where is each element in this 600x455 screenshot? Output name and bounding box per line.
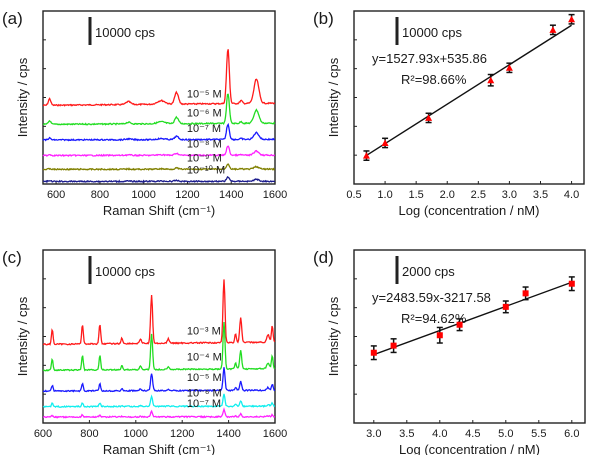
spectrum-line bbox=[42, 393, 276, 409]
scale-bar-label: 10000 cps bbox=[402, 25, 462, 40]
plot-frame bbox=[353, 249, 586, 424]
x-tick-label: 0.5 bbox=[346, 189, 361, 201]
x-tick-label: 1600 bbox=[263, 428, 287, 440]
spectrum-line bbox=[42, 367, 276, 393]
spectrum-line bbox=[42, 122, 275, 142]
series-label: 10⁻⁸ M bbox=[187, 139, 222, 151]
x-tick-label: 1400 bbox=[216, 428, 240, 440]
series-label: 10⁻⁶ M bbox=[187, 107, 222, 119]
panel-label: (c) bbox=[2, 248, 22, 267]
x-axis-label: Raman Shift (cm⁻¹) bbox=[103, 442, 215, 455]
fit-line bbox=[366, 24, 572, 157]
spectrum-line bbox=[42, 49, 276, 107]
x-tick-label: 1200 bbox=[175, 189, 199, 201]
series-label: 10⁻³ M bbox=[187, 325, 221, 337]
x-tick-label: 4.5 bbox=[465, 428, 480, 440]
x-tick-label: 1000 bbox=[124, 428, 148, 440]
panel-b: (b) 0.5 1.0 1.5 2.0 2.5 3.0 3.5 4.0 Log (concentr… bbox=[313, 9, 585, 218]
y-axis-label: Intensity / cps bbox=[15, 296, 30, 376]
series-label: 10⁻⁹ M bbox=[187, 152, 222, 164]
spectrum-line bbox=[42, 407, 276, 419]
x-tick-label: 800 bbox=[80, 428, 98, 440]
x-tick-label: 1200 bbox=[170, 428, 194, 440]
data-point bbox=[568, 280, 575, 287]
x-tick-label: 1000 bbox=[131, 189, 155, 201]
data-point bbox=[568, 15, 576, 23]
x-axis-label: Log (concentration / nM) bbox=[399, 442, 540, 455]
fit-equation: y=1527.93x+535.86 bbox=[372, 51, 487, 66]
fit-equation: y=2483.59x-3217.58 bbox=[372, 290, 491, 305]
scale-bar-label: 2000 cps bbox=[402, 264, 455, 279]
scale-bar-label: 10000 cps bbox=[95, 25, 155, 40]
x-tick-label: 3.5 bbox=[533, 189, 548, 201]
x-tick-label: 600 bbox=[47, 189, 65, 201]
scale-bar-label: 10000 cps bbox=[95, 264, 155, 279]
fit-line bbox=[373, 281, 573, 356]
spectrum-line bbox=[42, 279, 276, 346]
data-point bbox=[549, 26, 557, 33]
data-point bbox=[505, 64, 513, 71]
series-label: 10⁻⁷ M bbox=[187, 398, 221, 410]
x-tick-label: 800 bbox=[91, 189, 109, 201]
data-point bbox=[487, 76, 495, 84]
x-tick-label: 1400 bbox=[219, 189, 243, 201]
data-point bbox=[456, 321, 463, 328]
x-axis-label: Raman Shift (cm⁻¹) bbox=[103, 203, 215, 218]
series-label: 10⁻¹⁰ M bbox=[187, 164, 225, 176]
data-point bbox=[502, 303, 509, 310]
r-squared: R²=98.66% bbox=[401, 72, 467, 87]
series-label: 10⁻⁷ M bbox=[187, 123, 221, 135]
x-tick-label: 3.5 bbox=[399, 428, 414, 440]
plot-frame bbox=[42, 249, 276, 424]
panel-c: (c) 600 800 1000 1200 1400 1600 Raman Shift (cm… bbox=[2, 248, 287, 455]
series-label: 10⁻⁵ M bbox=[187, 372, 222, 384]
data-point bbox=[381, 139, 389, 146]
x-axis-label: Log (concentration / nM) bbox=[399, 203, 540, 218]
panel-a: (a) 600 800 1000 1200 1400 1600 Raman Shift (cm… bbox=[2, 9, 287, 218]
spectrum-line bbox=[42, 145, 275, 158]
spectrum-line bbox=[42, 321, 276, 372]
spectrum-line bbox=[42, 175, 276, 184]
plot-frame bbox=[353, 10, 585, 185]
panel-label: (a) bbox=[2, 9, 23, 28]
series-label: 10⁻⁶ M bbox=[187, 388, 222, 400]
x-tick-label: 5.0 bbox=[498, 428, 513, 440]
x-tick-label: 5.5 bbox=[531, 428, 546, 440]
x-tick-label: 3.0 bbox=[366, 428, 381, 440]
x-tick-label: 1.0 bbox=[377, 189, 392, 201]
x-tick-label: 3.0 bbox=[502, 189, 517, 201]
data-point bbox=[425, 114, 433, 121]
x-tick-label: 2.0 bbox=[440, 189, 455, 201]
x-tick-label: 2.5 bbox=[471, 189, 486, 201]
plot-frame bbox=[42, 10, 276, 185]
spectrum-line bbox=[42, 163, 275, 171]
x-tick-label: 4.0 bbox=[564, 189, 579, 201]
x-tick-label: 1.5 bbox=[409, 189, 424, 201]
series-label: 10⁻⁵ M bbox=[187, 88, 222, 100]
spectrum-line bbox=[43, 93, 276, 126]
r-squared: R²=94.62% bbox=[401, 311, 467, 326]
panel-label: (b) bbox=[313, 9, 334, 28]
y-axis-label: Intensity / cps bbox=[15, 57, 30, 137]
x-tick-label: 1600 bbox=[263, 189, 287, 201]
x-tick-label: 4.0 bbox=[432, 428, 447, 440]
x-tick-label: 600 bbox=[34, 428, 52, 440]
panel-label: (d) bbox=[313, 248, 334, 267]
data-point bbox=[436, 332, 443, 339]
y-axis-label: Intensity / cps bbox=[326, 57, 341, 137]
panel-d: (d) 3.0 3.5 4.0 4.5 5.0 5.5 6.0 Log (concentrati… bbox=[313, 248, 586, 455]
data-point bbox=[390, 342, 397, 349]
data-point bbox=[522, 290, 529, 297]
data-point bbox=[362, 152, 370, 159]
data-point bbox=[370, 349, 377, 356]
x-tick-label: 6.0 bbox=[564, 428, 579, 440]
y-axis-label: Intensity / cps bbox=[326, 296, 341, 376]
series-label: 10⁻⁴ M bbox=[187, 351, 222, 363]
